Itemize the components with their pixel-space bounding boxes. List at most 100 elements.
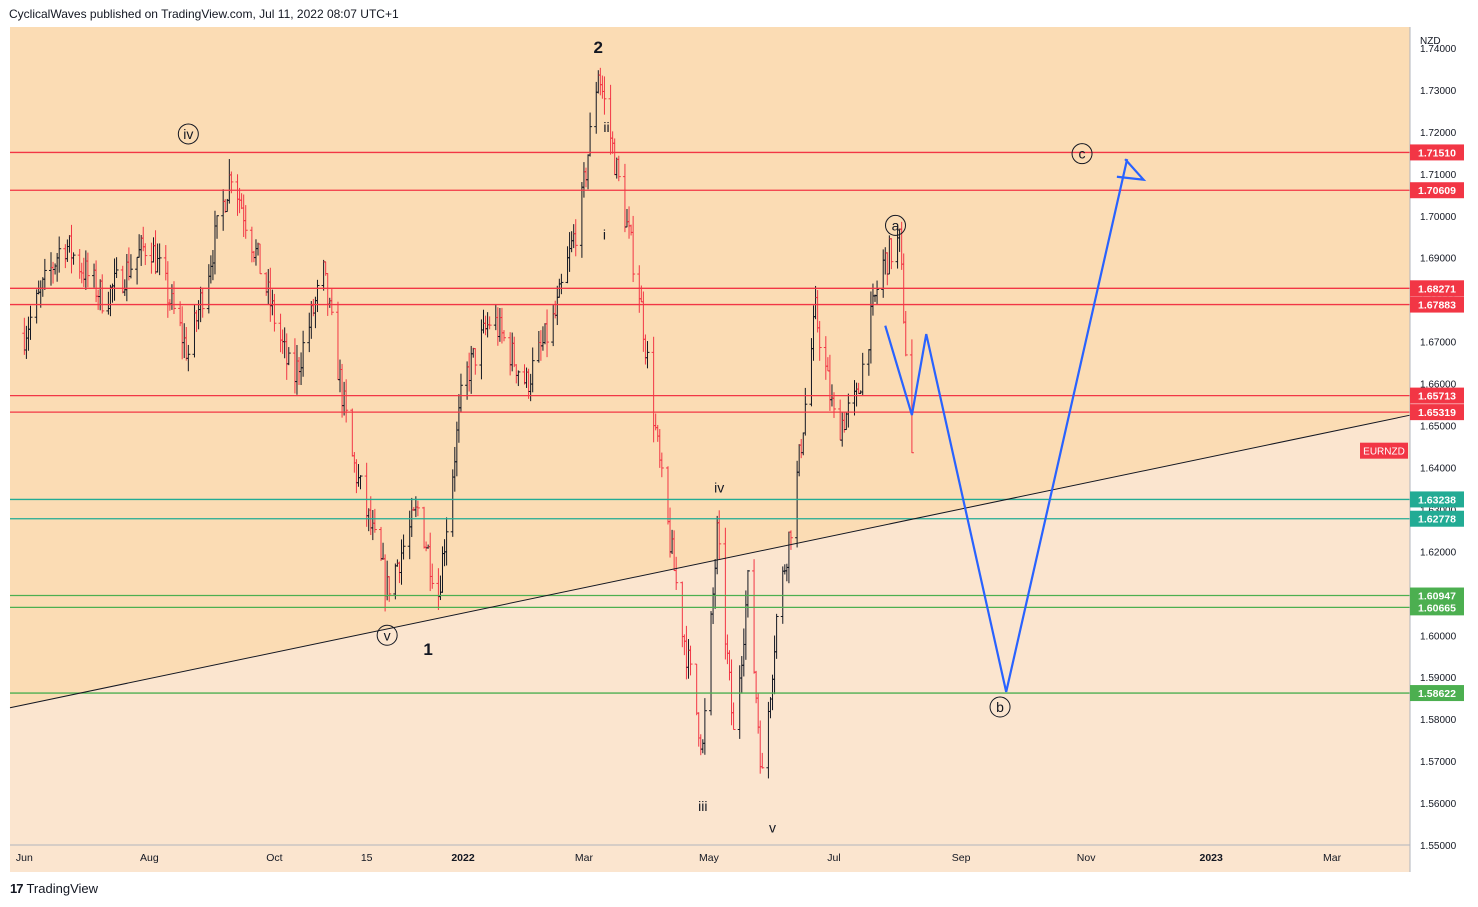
ohlc-bar bbox=[645, 341, 650, 369]
trendline bbox=[9, 414, 1411, 709]
wave-label: v bbox=[376, 624, 398, 646]
wave-text: iii bbox=[698, 798, 707, 814]
ohlc-bar bbox=[616, 155, 621, 182]
price-tick-label: 1.55000 bbox=[1420, 841, 1457, 852]
price-level-tags: 1.71510 1.70609 1.68271 1.67883 1.65713 1.653… bbox=[1360, 144, 1464, 702]
ohlc-bar bbox=[301, 330, 306, 377]
svg-text:1.65319: 1.65319 bbox=[1418, 407, 1456, 419]
lower-zone-background bbox=[10, 415, 1410, 872]
ohlc-bar bbox=[573, 219, 578, 257]
ohlc-bar bbox=[530, 347, 535, 393]
ohlc-bar bbox=[559, 273, 564, 295]
wave-label: c bbox=[1071, 143, 1093, 165]
ohlc-bar bbox=[846, 393, 851, 428]
wave-text: i bbox=[603, 227, 606, 243]
wave-circle bbox=[376, 624, 398, 646]
time-tick-label: Mar bbox=[575, 852, 594, 864]
ohlc-bar bbox=[128, 254, 133, 279]
resistance-level-tag: 1.67883 bbox=[1410, 296, 1464, 313]
support-level-tag: 1.60665 bbox=[1410, 599, 1464, 616]
svg-text:1.65713: 1.65713 bbox=[1418, 391, 1456, 403]
wave-text: a bbox=[892, 217, 900, 233]
time-tick-label: Aug bbox=[140, 852, 159, 864]
ohlc-bar bbox=[487, 316, 492, 330]
svg-text:1.58622: 1.58622 bbox=[1418, 688, 1456, 700]
price-tick-label: 1.67000 bbox=[1420, 338, 1457, 349]
wave-text: ii bbox=[603, 119, 609, 135]
ohlc-bar bbox=[171, 281, 176, 315]
time-tick-label: Jul bbox=[827, 852, 840, 864]
resistance-level-tag: 1.71510 bbox=[1410, 144, 1464, 161]
ohlc-bar bbox=[631, 215, 636, 283]
svg-text:1.60665: 1.60665 bbox=[1418, 602, 1456, 614]
ohlc-bar bbox=[387, 576, 392, 602]
ohlc-bar bbox=[372, 508, 377, 533]
time-tick-label: Oct bbox=[266, 852, 282, 864]
ohlc-bar bbox=[745, 569, 750, 618]
ohlc-bar bbox=[889, 238, 894, 270]
ohlc-bar bbox=[458, 373, 463, 413]
ohlc-bar bbox=[788, 530, 793, 550]
ohlc-bar bbox=[731, 702, 736, 730]
ohlc-bar bbox=[114, 257, 119, 279]
ohlc-bar bbox=[875, 280, 880, 305]
time-tick-label: Nov bbox=[1077, 852, 1096, 864]
resistance-level-tag: 1.65713 bbox=[1410, 387, 1464, 404]
wave-label: iii bbox=[698, 798, 707, 814]
wave-text: 2 bbox=[594, 38, 603, 57]
price-tick-label: 1.62000 bbox=[1420, 547, 1457, 558]
ohlc-bar bbox=[473, 348, 478, 375]
currency-label: NZD bbox=[1420, 36, 1441, 47]
ohlc-bar bbox=[760, 752, 765, 769]
ohlc-bar bbox=[415, 500, 420, 517]
wave-text: v bbox=[384, 627, 391, 643]
svg-text:1.67883: 1.67883 bbox=[1418, 300, 1456, 312]
wave-text: iv bbox=[714, 480, 724, 496]
time-tick-label: Sep bbox=[952, 852, 971, 864]
price-tick-label: 1.66000 bbox=[1420, 380, 1457, 391]
ohlc-bar bbox=[258, 243, 263, 275]
brand-name: TradingView bbox=[26, 881, 99, 896]
ohlc-bar bbox=[832, 392, 837, 418]
ohlc-bar bbox=[903, 311, 908, 357]
price-tick-label: 1.65000 bbox=[1420, 422, 1457, 433]
ohlc-bar bbox=[243, 205, 248, 239]
ohlc-bar bbox=[688, 645, 693, 676]
ohlc-bar bbox=[329, 288, 334, 316]
wave-label: 1 bbox=[423, 640, 432, 659]
wave-label: iv bbox=[177, 123, 199, 145]
time-axis-ticks: Jun Aug Oct 15 2022 Mar May Jul Sep Nov 2023 Mar bbox=[16, 852, 1342, 864]
ohlc-bar bbox=[100, 274, 105, 314]
time-tick-label: 2022 bbox=[451, 852, 475, 864]
symbol-badge: EURNZD bbox=[1360, 442, 1408, 459]
wave-text: b bbox=[996, 699, 1004, 715]
ohlc-bar bbox=[286, 347, 291, 366]
horizontal-levels bbox=[10, 151, 1410, 694]
svg-text:EURNZD: EURNZD bbox=[1363, 447, 1405, 458]
time-tick-label: Jun bbox=[16, 852, 33, 864]
wave-label: v bbox=[769, 819, 776, 835]
ohlc-bar bbox=[186, 344, 191, 372]
ohlc-bar bbox=[659, 452, 664, 478]
time-tick-label: 15 bbox=[361, 852, 373, 864]
ohlc-bar bbox=[272, 293, 277, 332]
ohlc-bar bbox=[602, 76, 607, 115]
ohlc-bar bbox=[702, 698, 707, 755]
ohlc-bar bbox=[215, 215, 220, 239]
price-tick-label: 1.59000 bbox=[1420, 673, 1457, 684]
ohlc-bar bbox=[444, 517, 449, 566]
ohlc-bar bbox=[85, 252, 90, 288]
price-tick-label: 1.71000 bbox=[1420, 170, 1457, 181]
ohlc-bar bbox=[157, 243, 162, 276]
svg-text:1.62778: 1.62778 bbox=[1418, 514, 1456, 526]
price-tick-label: 1.56000 bbox=[1420, 799, 1457, 810]
resistance-level-tag: 1.68271 bbox=[1410, 280, 1464, 297]
ohlc-bar bbox=[501, 330, 506, 342]
price-tick-label: 1.60000 bbox=[1420, 631, 1457, 642]
wave-label: b bbox=[989, 696, 1011, 718]
wave-label: 2 bbox=[594, 38, 603, 57]
projection-arrowhead bbox=[1116, 158, 1147, 182]
ohlc-bar bbox=[774, 613, 779, 659]
